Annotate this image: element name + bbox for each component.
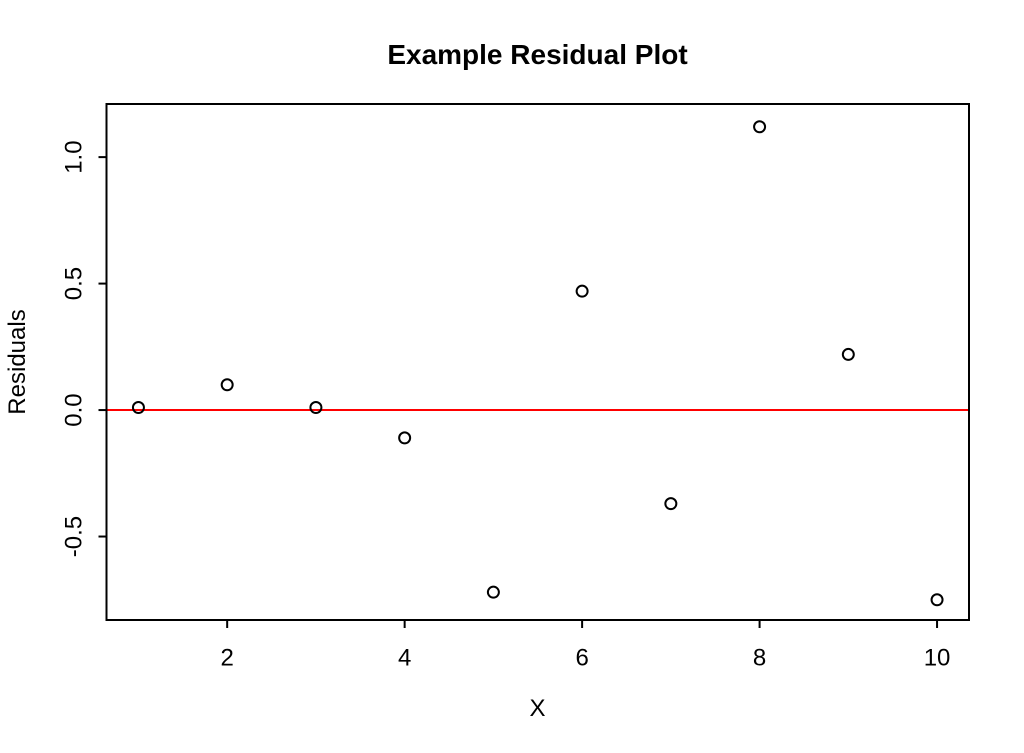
x-axis-label: X [529,695,546,722]
x-axis-tick-label: 2 [220,645,233,672]
data-point [309,401,323,415]
y-axis-tick-label: 0.5 [61,267,88,300]
x-axis-tick-label: 6 [575,645,588,672]
data-point [664,497,678,511]
y-axis-label: Residuals [4,309,31,415]
x-axis-tick-label: 10 [924,645,951,672]
plot-frame [105,103,970,621]
y-axis-tick-label: -0.5 [61,516,88,557]
data-point [575,284,589,298]
y-axis-tick-label: 0.0 [61,393,88,426]
data-point [486,585,500,599]
x-axis-tick-label: 8 [753,645,766,672]
x-axis-tick-label: 4 [398,645,411,672]
chart-title: Example Residual Plot [387,39,688,70]
data-point [753,120,767,134]
data-point [841,347,855,361]
data-point [220,378,234,392]
data-point [131,401,145,415]
data-point [398,431,412,445]
data-point [930,593,944,607]
y-axis-tick-label: 1.0 [61,140,88,173]
